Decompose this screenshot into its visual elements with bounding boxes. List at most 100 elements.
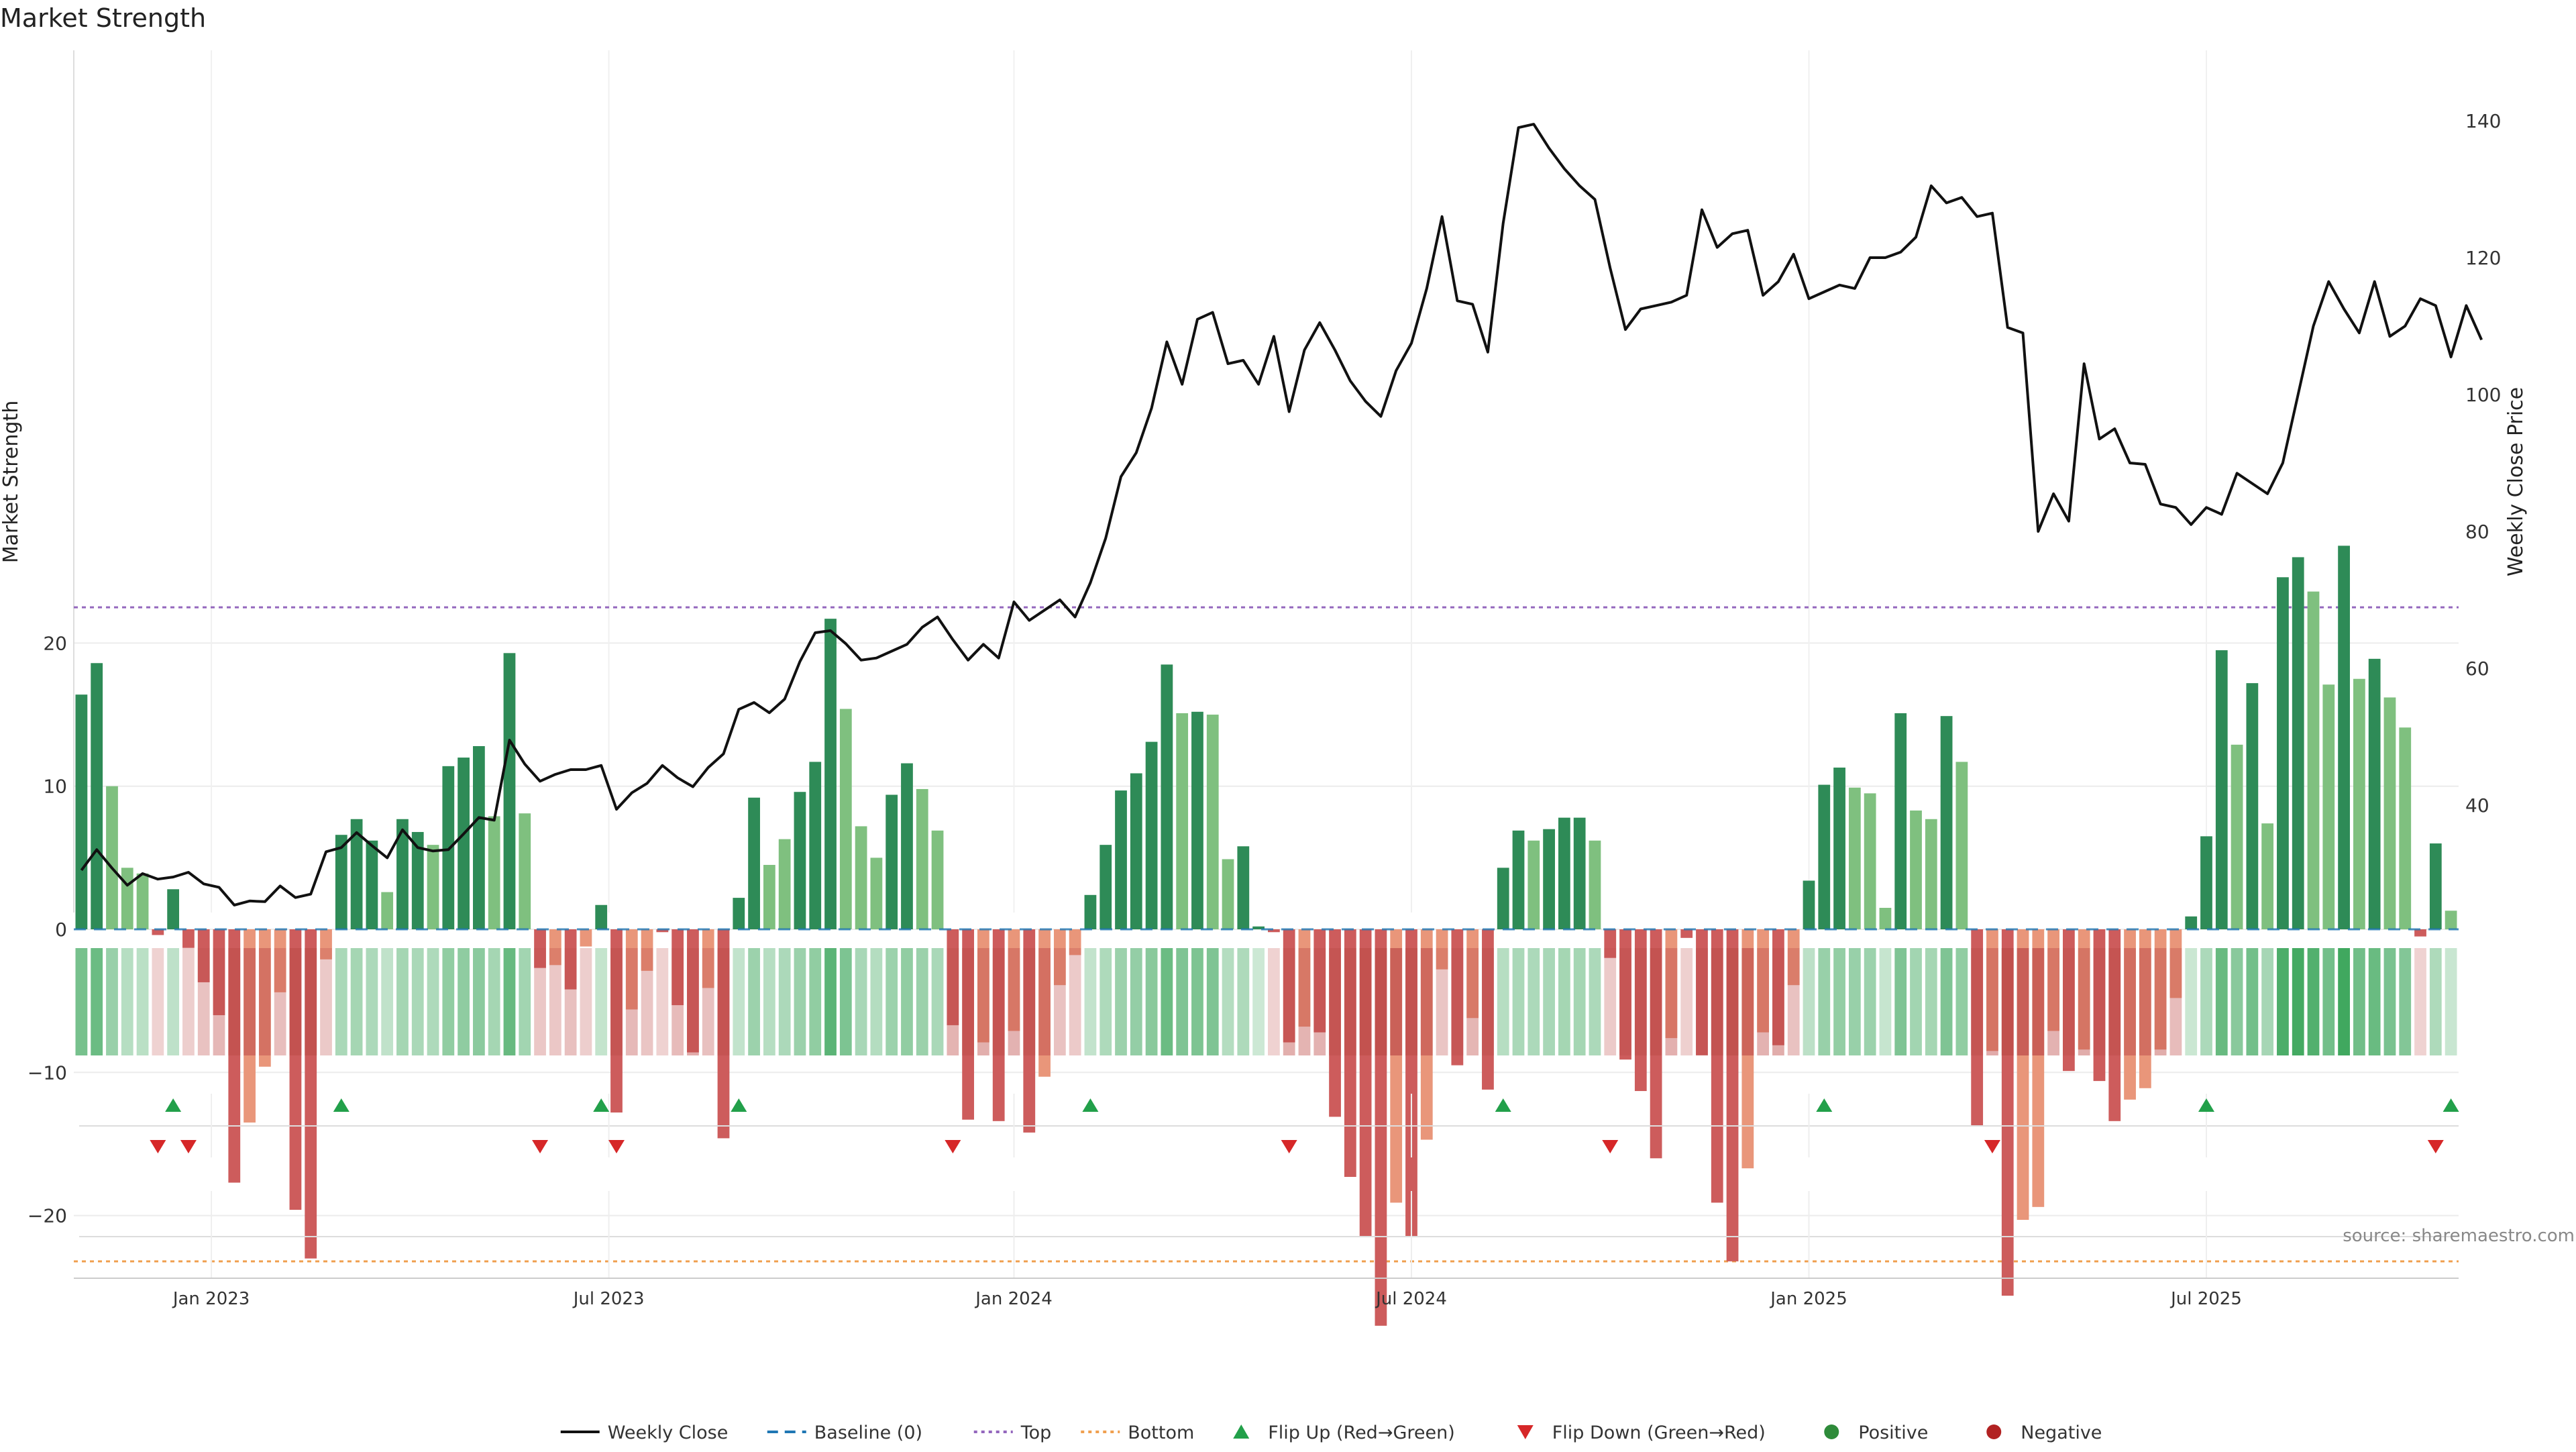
heat-cell	[244, 948, 256, 1055]
y2-tick-label: 140	[2465, 110, 2501, 132]
heat-cell	[687, 948, 699, 1055]
heat-cell	[947, 948, 959, 1055]
legend-swatch-dot	[1986, 1424, 2002, 1439]
heat-cell	[549, 948, 561, 1055]
legend-item: Flip Up (Red→Green)	[1233, 1422, 1455, 1443]
positive-bar	[916, 788, 928, 929]
heat-cell	[1940, 948, 1953, 1055]
y-tick-label: −10	[28, 1061, 67, 1084]
legend-swatch-triangle-down	[1517, 1425, 1534, 1439]
heat-cell	[748, 948, 760, 1055]
positive-bar	[901, 763, 913, 929]
flip-up-marker	[165, 1098, 182, 1112]
legend: Weekly Close Baseline (0) Top Bottom Flip Up…	[560, 1422, 2102, 1443]
right-axis: 40 60 80 100 120 140	[2465, 110, 2501, 817]
positive-bar	[2322, 684, 2335, 929]
positive-bar	[1145, 741, 1158, 929]
positive-bar	[1940, 716, 1953, 929]
positive-bar	[1803, 880, 1815, 929]
legend-item: Negative	[1986, 1422, 2102, 1443]
positive-bar	[2399, 727, 2412, 929]
heat-cell	[1161, 948, 1173, 1055]
left-axis: −20 −10 0 10 20	[28, 632, 67, 1227]
negative-bar	[2154, 929, 2167, 1050]
negative-bar	[656, 929, 669, 933]
y2-axis-label: Weekly Close Price	[2504, 387, 2528, 576]
positive-bar	[1864, 793, 1876, 929]
flip-up-marker	[731, 1098, 747, 1112]
negative-bar	[534, 929, 546, 968]
positive-bar	[794, 792, 806, 929]
heat-cell	[885, 948, 898, 1055]
heat-cell	[1115, 948, 1127, 1055]
heat-cell	[258, 948, 271, 1055]
heat-cell	[672, 948, 684, 1055]
negative-bar	[1772, 929, 1784, 1045]
positive-bar	[75, 694, 88, 929]
heat-cell	[1971, 948, 1984, 1055]
heat-cell	[1619, 948, 1631, 1055]
legend-label: Negative	[2021, 1422, 2102, 1443]
heat-cell	[1451, 948, 1464, 1055]
heat-cell	[2414, 948, 2426, 1055]
heat-cell	[916, 948, 928, 1055]
heat-cell	[901, 948, 913, 1055]
positive-bar	[167, 889, 180, 929]
heat-cell	[473, 948, 485, 1055]
legend-item: Flip Down (Green→Red)	[1517, 1422, 1766, 1443]
heat-cell	[839, 948, 852, 1055]
positive-bar	[1527, 840, 1540, 929]
flip-up-marker	[2198, 1098, 2214, 1112]
heat-cell	[1512, 948, 1525, 1055]
flip-up-marker	[333, 1098, 350, 1112]
heat-cell	[1726, 948, 1739, 1055]
positive-bar	[136, 873, 149, 929]
negative-bar	[1680, 929, 1693, 938]
heat-cell	[1405, 948, 1417, 1055]
negative-bar	[320, 929, 332, 960]
positive-bar	[1512, 830, 1525, 929]
heat-cell	[809, 948, 822, 1055]
heat-cell	[1099, 948, 1112, 1055]
positive-bar	[2368, 658, 2381, 929]
heat-cell	[197, 948, 210, 1055]
negative-bar	[672, 929, 684, 1006]
x-tick-label: Jan 2025	[1769, 1289, 1847, 1309]
heat-cell	[320, 948, 332, 1055]
heat-cell	[1818, 948, 1831, 1055]
positive-bar	[1543, 829, 1555, 929]
heat-cell	[931, 948, 944, 1055]
heat-cell	[778, 948, 791, 1055]
negative-bar	[1008, 929, 1020, 1031]
positive-bar	[2215, 650, 2228, 929]
heat-cell	[213, 948, 225, 1055]
x-tick-label: Jan 2023	[172, 1289, 250, 1309]
heat-cell	[534, 948, 546, 1055]
heat-cell	[1680, 948, 1693, 1055]
heat-cell	[2353, 948, 2365, 1055]
heat-cell	[1008, 948, 1020, 1055]
heat-cell	[1390, 948, 1403, 1055]
heat-cell	[702, 948, 714, 1055]
heat-cell	[1038, 948, 1051, 1055]
positive-bar	[1573, 817, 1586, 929]
positive-bar	[839, 709, 852, 929]
heat-cell	[824, 948, 837, 1055]
heat-cell	[1772, 948, 1784, 1055]
heat-cell	[733, 948, 745, 1055]
heat-cell	[2338, 948, 2350, 1055]
positive-bar	[2307, 591, 2320, 929]
negative-bar	[1604, 929, 1617, 958]
heat-cell	[2261, 948, 2274, 1055]
negative-bar	[1069, 929, 1081, 955]
heat-cell	[1482, 948, 1494, 1055]
y2-tick-label: 100	[2465, 384, 2501, 406]
heat-cell	[1237, 948, 1250, 1055]
positive-bar	[595, 904, 608, 929]
legend-label: Flip Up (Red→Green)	[1268, 1422, 1455, 1443]
flip-up-marker	[1816, 1098, 1833, 1112]
y-tick-label: −20	[28, 1205, 67, 1227]
heat-cell	[1543, 948, 1555, 1055]
heat-cell	[228, 948, 241, 1055]
positive-bar	[411, 831, 424, 929]
